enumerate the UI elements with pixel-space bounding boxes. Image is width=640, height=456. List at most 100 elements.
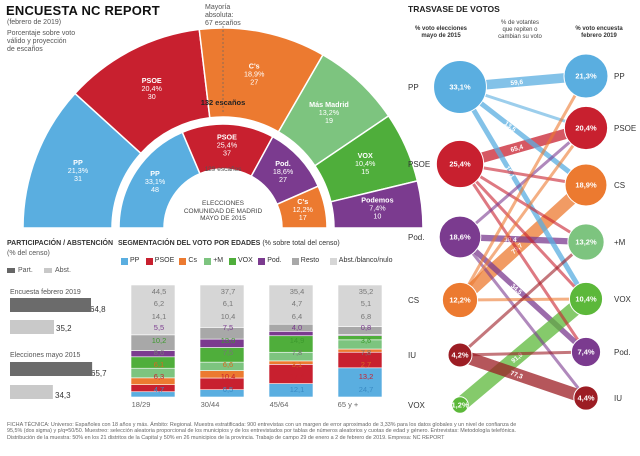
seg-value-label: 4,7	[154, 385, 164, 394]
left-node-party: PSOE	[408, 160, 430, 169]
right-node-party: IU	[614, 394, 622, 403]
abst-value: 35,2	[56, 324, 72, 333]
footnote-line: Distribución de la muestra: 50% en los 2…	[7, 434, 445, 441]
seg-legend-label: PP	[130, 257, 140, 264]
survey-date: (febrero de 2019)	[7, 19, 62, 26]
majority-line: Mayoría	[205, 4, 231, 11]
left-node-party: VOX	[408, 401, 426, 410]
donut-2019-label-line: 21,3%	[68, 166, 89, 175]
participation-bar	[10, 298, 91, 312]
seg-bar-abstblanconulo	[130, 284, 176, 336]
left-node-vox	[451, 396, 469, 414]
flow-value-label: 65,4	[510, 144, 524, 154]
donut-2019-label: C's 18,9% 27	[244, 62, 265, 87]
abst-value: 34,3	[55, 391, 71, 400]
seg-value-label: 10,2	[152, 336, 167, 345]
donut-2015-label-line: Pod.	[275, 159, 291, 168]
left-node-party: IU	[408, 351, 416, 360]
col-header-line: % voto elecciones	[414, 26, 468, 32]
seg-value-label: 6,2	[154, 299, 164, 308]
flow-value-label: 59,6	[510, 79, 524, 87]
col-header-line: % voto encuesta	[575, 26, 623, 32]
seg-legend-swatch	[258, 258, 266, 265]
page-title: ENCUESTA NC REPORT	[6, 3, 160, 18]
seg-value-label: 10,4	[221, 372, 236, 381]
donut-2019-label-line: PSOE	[142, 76, 162, 85]
left-node-psoe	[435, 139, 485, 189]
majority-line: 67 escaños	[205, 20, 241, 27]
seg-value-label: 6,1	[223, 299, 233, 308]
legend-swatch-abst	[44, 268, 52, 273]
footnote-line: 95,5% (dos sigma) y p/q=50/50. Muestreo:…	[7, 428, 516, 435]
seg-value-label: 14,1	[152, 312, 167, 321]
seg-value-label: 44,5	[152, 287, 167, 296]
seg-value-label: 8,6	[154, 348, 164, 357]
right-node-pp	[563, 53, 609, 99]
donut-2019-label-line: Podemos	[361, 196, 393, 205]
donut-2015-label-line: 12,2%	[293, 205, 314, 214]
donut-2019-label-line: 31	[74, 174, 82, 183]
segmentation-title: SEGMENTACIÓN DEL VOTO POR EDADES (% sobr…	[118, 240, 340, 247]
col-header-line: mayo de 2015	[421, 33, 461, 39]
donut-desc-line: Porcentaje sobre voto	[7, 30, 76, 37]
transfer-col-2015: % voto elecciones mayo de 2015	[402, 26, 480, 40]
participation-subtitle: (% del censo)	[7, 250, 50, 257]
left-node-party: Pod.	[408, 233, 424, 242]
inner-chart-label: ELECCIONES COMUNIDAD DE MADRID MAYO DE 2…	[158, 200, 288, 223]
participation-title: PARTICIPACIÓN / ABSTENCIÓN	[7, 240, 114, 247]
left-node-pp	[433, 60, 487, 114]
seg-legend-swatch	[121, 258, 128, 265]
segmentation-legend: PP PSOE Cs +M VOX Pod. Resto Abst./blanco/nulo	[121, 257, 401, 267]
donut-2019-label-line: 27	[250, 78, 258, 87]
flow-value-label: 77,3	[509, 370, 524, 381]
flow-psoe-to-podm	[458, 163, 588, 353]
left-node-cs	[441, 281, 479, 319]
left-node-value: 18,6%	[449, 233, 471, 242]
seg-legend-label: PSOE	[154, 257, 175, 264]
right-node-value: 13,2%	[575, 238, 597, 247]
part-value: 65,7	[91, 369, 107, 378]
seg-legend-label: Pod.	[267, 257, 282, 264]
seg-value-label: 6,3	[154, 372, 164, 381]
donut-2015-label: C's 12,2% 17	[293, 197, 314, 222]
right-node-m	[567, 223, 605, 261]
seg-bar-abstblanconulo	[199, 284, 245, 328]
seg-bar-pp	[337, 367, 383, 398]
seg-value-label: 35,2	[359, 287, 374, 296]
inner-label-line: ELECCIONES	[202, 200, 244, 207]
donut-2019-label-line: 13,2%	[319, 108, 340, 117]
donut-2015-label-line: C's	[297, 197, 308, 206]
left-node-party: PP	[408, 83, 419, 92]
donut-2019-label-line: 20,4%	[142, 84, 163, 93]
segmentation-title-main: SEGMENTACIÓN DEL VOTO POR EDADES	[118, 240, 261, 247]
seg-value-label: 2,7	[361, 360, 371, 369]
legend-swatch-part	[7, 268, 15, 273]
right-node-party: PP	[614, 72, 625, 81]
seg-value-label: 5,5	[154, 323, 164, 332]
donut-2019-label: PP 21,3% 31	[68, 158, 89, 183]
donut-2019-label-line: 10	[373, 212, 381, 221]
right-node-value: 20,4%	[575, 124, 597, 133]
seg-value-label: 6,4	[292, 312, 302, 321]
part-value: 64,8	[90, 305, 106, 314]
donut-2019-label-line: 18,9%	[244, 70, 265, 79]
donut-2019-label-line: 10,4%	[355, 159, 376, 168]
seg-legend-label: VOX	[238, 257, 253, 264]
seg-age-label: 65 y +	[338, 400, 359, 409]
left-node-value: 25,4%	[449, 160, 471, 169]
donut-2015-label-line: 27	[279, 175, 287, 184]
seg-legend-label: +M	[213, 257, 224, 264]
donut-2015-label-line: 33,1%	[145, 177, 166, 186]
donut-2019-slice	[329, 179, 424, 229]
left-node-value: 12,2%	[449, 296, 471, 305]
seg-value-label: 3,1	[292, 360, 302, 369]
left-node-value: 4,2%	[451, 351, 468, 360]
flow-iu-to-podm	[459, 350, 587, 357]
donut-2019-label-line: PP	[73, 158, 83, 167]
segmentation-subtitle: (% sobre total del censo)	[262, 240, 340, 247]
donut-2015-label-line: PP	[150, 169, 160, 178]
seg-legend-swatch	[204, 258, 212, 265]
